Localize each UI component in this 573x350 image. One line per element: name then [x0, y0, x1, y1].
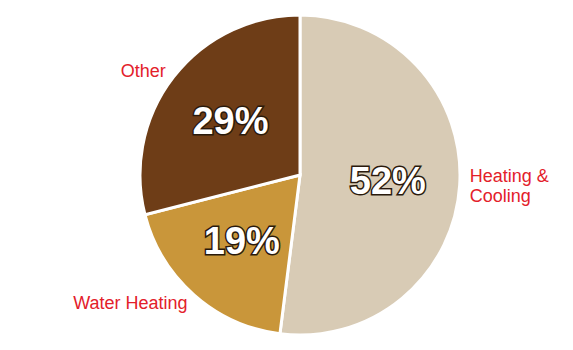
- svg-text:52%: 52%: [350, 160, 426, 202]
- svg-text:Heating &Cooling: Heating &Cooling: [470, 166, 549, 206]
- svg-text:Other: Other: [121, 61, 166, 81]
- svg-text:19%: 19%: [204, 220, 280, 262]
- svg-text:29%: 29%: [192, 100, 268, 142]
- svg-text:Water Heating: Water Heating: [73, 293, 187, 313]
